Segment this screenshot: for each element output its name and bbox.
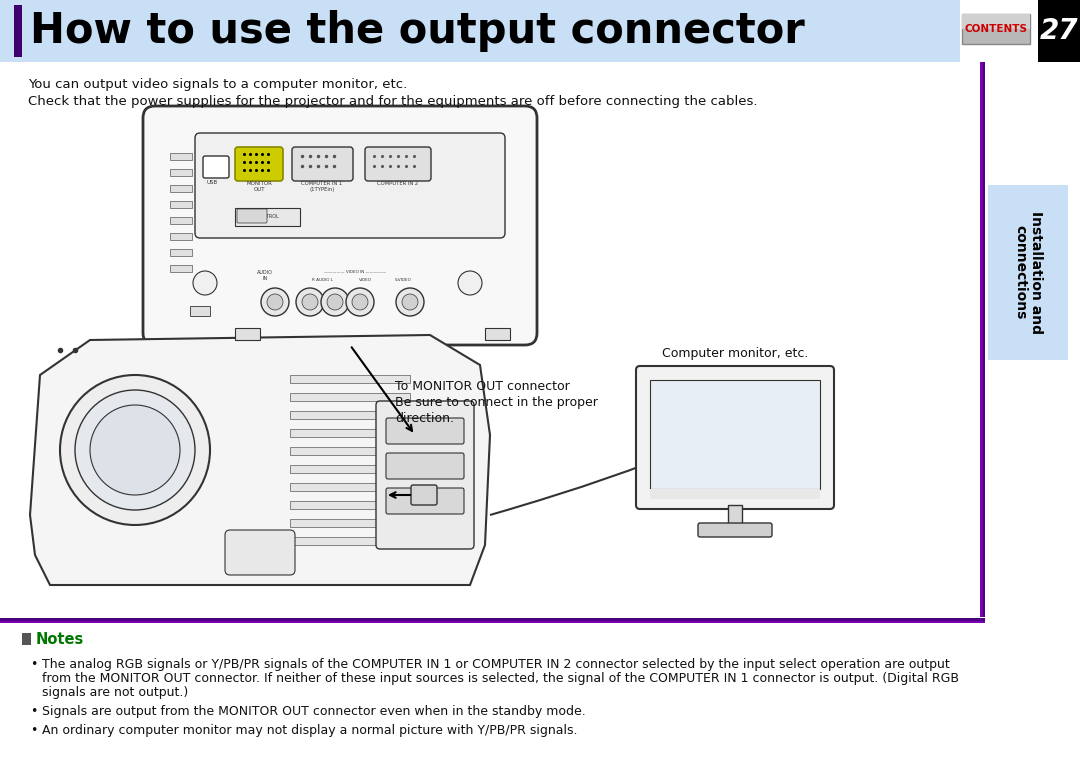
Circle shape xyxy=(402,294,418,310)
Bar xyxy=(22,633,31,645)
Bar xyxy=(291,483,410,491)
Bar xyxy=(728,505,742,527)
FancyBboxPatch shape xyxy=(292,147,353,181)
Bar xyxy=(1038,0,1080,62)
Bar xyxy=(962,14,1030,44)
Text: •: • xyxy=(30,658,38,671)
Circle shape xyxy=(321,288,349,316)
Text: direction.: direction. xyxy=(395,412,454,425)
Text: •: • xyxy=(30,724,38,737)
Circle shape xyxy=(261,288,289,316)
Text: ————— VIDEO IN —————: ————— VIDEO IN ————— xyxy=(324,270,386,274)
Bar xyxy=(170,153,192,160)
Circle shape xyxy=(458,271,482,295)
Bar xyxy=(988,185,1068,360)
Bar xyxy=(235,208,300,226)
Circle shape xyxy=(296,288,324,316)
Bar xyxy=(962,14,1030,29)
Text: S-VIDEO: S-VIDEO xyxy=(394,278,411,282)
Text: Signals are output from the MONITOR OUT connector even when in the standby mode.: Signals are output from the MONITOR OUT … xyxy=(42,705,585,718)
Circle shape xyxy=(60,375,210,525)
Bar xyxy=(291,411,410,419)
Text: How to use the output connector: How to use the output connector xyxy=(30,10,805,52)
Text: Notes: Notes xyxy=(36,632,84,646)
Text: Installation and
connections: Installation and connections xyxy=(1013,211,1043,334)
Text: •: • xyxy=(30,705,38,718)
Text: COMPUTER IN 2: COMPUTER IN 2 xyxy=(377,181,419,186)
Circle shape xyxy=(193,271,217,295)
Text: MONITOR
OUT: MONITOR OUT xyxy=(246,181,272,192)
Polygon shape xyxy=(30,335,490,585)
FancyBboxPatch shape xyxy=(143,106,537,345)
FancyBboxPatch shape xyxy=(386,418,464,444)
Bar xyxy=(0,0,960,62)
Text: Check that the power supplies for the projector and for the equipments are off b: Check that the power supplies for the pr… xyxy=(28,95,757,108)
Circle shape xyxy=(267,294,283,310)
Circle shape xyxy=(302,294,318,310)
FancyBboxPatch shape xyxy=(237,209,267,223)
Bar xyxy=(170,185,192,192)
Text: signals are not output.): signals are not output.) xyxy=(42,686,188,699)
Circle shape xyxy=(346,288,374,316)
Bar xyxy=(650,380,820,489)
Text: Computer monitor, etc.: Computer monitor, etc. xyxy=(662,347,808,360)
Bar xyxy=(170,265,192,272)
Text: from the MONITOR OUT connector. If neither of these input sources is selected, t: from the MONITOR OUT connector. If neith… xyxy=(42,672,959,685)
FancyBboxPatch shape xyxy=(195,133,505,238)
Text: An ordinary computer monitor may not display a normal picture with Y/PB/PR signa: An ordinary computer monitor may not dis… xyxy=(42,724,578,737)
Bar xyxy=(170,233,192,240)
Bar xyxy=(0,621,985,623)
FancyBboxPatch shape xyxy=(698,523,772,537)
FancyBboxPatch shape xyxy=(411,485,437,505)
Bar xyxy=(291,447,410,455)
Bar xyxy=(983,62,985,617)
Bar xyxy=(170,249,192,256)
Text: CONTROL: CONTROL xyxy=(256,215,280,219)
Text: To MONITOR OUT connector: To MONITOR OUT connector xyxy=(395,380,570,393)
Circle shape xyxy=(327,294,343,310)
Text: USB: USB xyxy=(206,180,217,185)
Circle shape xyxy=(75,390,195,510)
Text: Be sure to connect in the proper: Be sure to connect in the proper xyxy=(395,396,598,409)
FancyBboxPatch shape xyxy=(365,147,431,181)
Bar xyxy=(291,519,410,527)
Bar xyxy=(980,62,983,617)
FancyBboxPatch shape xyxy=(376,401,474,549)
Bar xyxy=(291,501,410,509)
Text: R AUDIO L: R AUDIO L xyxy=(312,278,334,282)
Bar xyxy=(650,489,820,499)
Bar xyxy=(291,429,410,437)
Text: You can output video signals to a computer monitor, etc.: You can output video signals to a comput… xyxy=(28,78,407,91)
Circle shape xyxy=(352,294,368,310)
Bar xyxy=(291,393,410,401)
Bar xyxy=(170,217,192,224)
Text: 27: 27 xyxy=(1040,17,1078,45)
Bar xyxy=(291,375,410,383)
FancyBboxPatch shape xyxy=(386,453,464,479)
Bar xyxy=(291,465,410,473)
FancyBboxPatch shape xyxy=(235,147,283,181)
FancyBboxPatch shape xyxy=(225,530,295,575)
Bar xyxy=(170,169,192,176)
Bar xyxy=(14,5,22,57)
Bar xyxy=(170,201,192,208)
Circle shape xyxy=(396,288,424,316)
Text: CONTENTS: CONTENTS xyxy=(964,24,1027,34)
Text: AUDIO
IN: AUDIO IN xyxy=(257,270,273,281)
Bar xyxy=(291,537,410,545)
Text: COMPUTER IN 1
(1TYPEin): COMPUTER IN 1 (1TYPEin) xyxy=(301,181,342,192)
FancyBboxPatch shape xyxy=(636,366,834,509)
Bar xyxy=(485,328,510,340)
Text: The analog RGB signals or Y/PB/PR signals of the COMPUTER IN 1 or COMPUTER IN 2 : The analog RGB signals or Y/PB/PR signal… xyxy=(42,658,949,671)
FancyBboxPatch shape xyxy=(203,156,229,178)
Bar xyxy=(190,306,210,316)
FancyBboxPatch shape xyxy=(386,488,464,514)
Bar xyxy=(235,328,260,340)
Text: VIDEO: VIDEO xyxy=(359,278,372,282)
Bar xyxy=(0,618,985,621)
Circle shape xyxy=(90,405,180,495)
